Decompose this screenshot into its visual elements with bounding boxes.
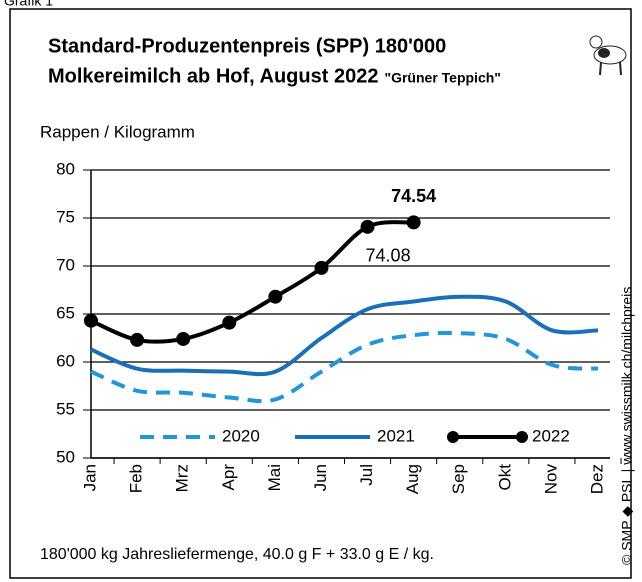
y-tick-label: 75	[56, 207, 75, 226]
x-tick-label: Dez	[587, 464, 606, 494]
x-tick-label: Jul	[357, 464, 376, 486]
x-tick-label: Feb	[127, 464, 146, 493]
legend-label: 2021	[377, 426, 415, 445]
y-tick-label: 70	[56, 255, 75, 274]
footnote: 180'000 kg Jahresliefermenge, 40.0 g F +…	[40, 546, 434, 563]
x-tick-label: Apr	[219, 464, 238, 491]
marker	[314, 260, 329, 275]
cow-icon	[589, 35, 627, 76]
y-tick-label: 50	[56, 447, 75, 466]
marker	[222, 315, 237, 330]
y-tick-label: 65	[56, 303, 75, 322]
marker	[130, 332, 145, 347]
x-tick-label: Aug	[403, 464, 422, 494]
chart-title: Molkereimilch ab Hof, August 2022	[48, 65, 378, 87]
line	[90, 220, 414, 344]
x-tick-label: Jun	[311, 464, 330, 491]
frame	[9, 8, 632, 579]
marker	[360, 219, 375, 234]
data-label: 74.08	[366, 246, 411, 266]
y-tick-label: 60	[56, 351, 75, 370]
marker	[268, 289, 283, 304]
legend-label: 2022	[532, 426, 570, 445]
marker	[406, 215, 421, 230]
data-label: 74.54	[391, 186, 436, 206]
x-tick-label: Sep	[449, 464, 468, 494]
y-axis-label: Rappen / Kilogramm	[40, 122, 195, 141]
legend-marker	[516, 431, 528, 443]
line	[90, 294, 599, 377]
x-tick-label: Okt	[495, 464, 514, 491]
source: © SMP ◆ PSL | www.swissmilk.ch/milchprei…	[619, 287, 635, 565]
x-tick-label: Mrz	[173, 464, 192, 492]
marker	[176, 331, 191, 346]
legend-label: 2020	[222, 426, 260, 445]
title-note: "Grüner Teppich"	[384, 70, 500, 86]
x-tick-label: Jan	[80, 464, 99, 491]
chart-title: Standard-Produzentenpreis (SPP) 180'000	[48, 35, 446, 57]
x-tick-label: Nov	[541, 464, 560, 495]
y-tick-label: 80	[56, 159, 75, 178]
marker	[84, 313, 98, 328]
x-tick-label: Mai	[265, 464, 284, 491]
y-tick-label: 55	[56, 399, 75, 418]
legend-marker	[447, 431, 459, 443]
figure-label: Grafik 1	[4, 0, 53, 9]
line	[90, 330, 599, 404]
